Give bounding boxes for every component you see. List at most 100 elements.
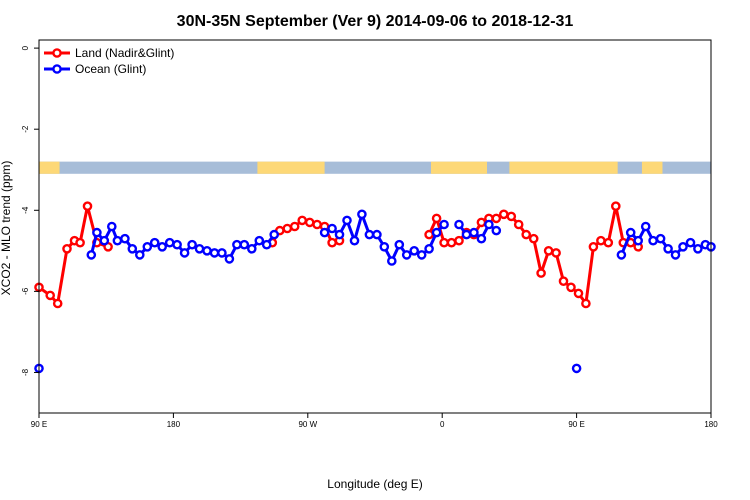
series-0-point [424,229,434,240]
land-ocean-strip [39,161,711,174]
series-0-point [454,235,464,246]
series-1-point [678,241,688,252]
series-1-point [424,243,434,254]
series-1-point [261,239,272,250]
series-1-point [670,250,681,260]
series-0-point [439,237,449,248]
series-1-point [187,239,197,250]
series-1-point [224,254,235,264]
y-axis: 0 -2 -4 -6 -8 [21,45,39,376]
series-1-point [142,241,153,252]
series-1-point [164,237,175,248]
legend-marker-1 [52,64,62,74]
series-1-point [416,250,427,260]
series-layer [34,201,716,374]
series-1-point [409,245,420,256]
x-tick-label: 180 [704,420,718,429]
series-0-point [62,243,72,254]
series-1-point [685,237,696,248]
series-0-point [536,268,546,278]
series-0-point [588,241,599,252]
series-0-point [596,235,606,246]
legend-entry-1: Ocean (Glint) [75,62,146,76]
series-0-point [282,223,293,234]
series-0-point [603,237,614,248]
series-1-point [349,235,360,246]
series-1-point [491,225,502,236]
series-0-point [304,217,315,228]
series-1-point [461,229,472,240]
x-tick-label: 90 E [31,420,47,429]
chart-title: 30N-35N September (Ver 9) 2014-09-06 to … [177,13,574,30]
series-1-point [571,363,582,374]
series-1-point [86,250,97,260]
series-1-point [246,243,257,254]
series-0-point [431,213,442,224]
series-1-point [99,235,110,246]
series-1-point [469,227,479,238]
series-0-point [521,229,532,240]
series-1-point [149,237,160,248]
series-1-point [92,227,102,238]
series-1-point [386,256,397,266]
x-tick-label: 180 [167,420,181,429]
series-0-point [551,248,561,258]
series-0-point [312,219,322,230]
series-1 [34,209,716,374]
series-0 [34,201,644,309]
y-tick-label: -4 [21,206,30,214]
x-tick-label: 90 E [568,420,584,429]
x-tick-label: 0 [440,420,445,429]
series-1-point [476,233,487,244]
legend: Land (Nadir&Glint) Ocean (Glint) [44,46,174,76]
series-1-point [112,235,123,246]
series-1-point [342,215,352,226]
series-0-point [327,237,337,248]
series-1-point [431,227,442,238]
series-1-point [454,219,464,230]
x-axis-label: Longitude (deg E) [327,477,422,491]
x-tick-label: 90 W [298,420,317,429]
series-0-point [75,237,85,248]
land-band-2 [431,161,487,174]
series-1-point [120,233,130,244]
land-band-0 [39,161,60,174]
series-1-point [217,248,227,258]
series-1-point [372,229,382,240]
series-1-point [364,229,375,240]
series-0-point [446,237,457,248]
series-1-point [625,227,636,238]
series-1-point [127,243,138,254]
legend-marker-0 [52,48,62,58]
series-0-point [581,298,591,309]
series-0-point [82,201,93,211]
series-1-point [633,235,644,246]
series-1-point [379,241,390,252]
y-tick-label: -2 [21,125,30,133]
series-1-point [334,229,345,240]
y-tick-label: 0 [21,45,30,50]
series-1-point [179,248,190,258]
series-0-point [558,276,569,287]
series-1-point [134,250,145,260]
y-tick-label: -6 [21,287,30,295]
y-tick-label: -8 [21,368,30,376]
series-0-point [611,201,621,211]
series-0-point [573,288,584,299]
plot-frame [38,39,712,414]
series-1-point [357,209,367,220]
series-1-point [655,233,666,244]
series-0-point [297,215,308,226]
series-0-point [491,213,502,224]
series-1-point [254,235,265,246]
land-band-1 [257,161,325,174]
series-0-point [476,217,487,228]
series-1-point [439,219,449,230]
series-1-point [194,243,205,254]
series-0-point [498,209,509,220]
series-1-point [401,250,412,260]
series-1-point [209,248,220,258]
series-0-point [52,298,63,309]
series-1-point [484,219,494,230]
series-0-point [528,233,539,244]
